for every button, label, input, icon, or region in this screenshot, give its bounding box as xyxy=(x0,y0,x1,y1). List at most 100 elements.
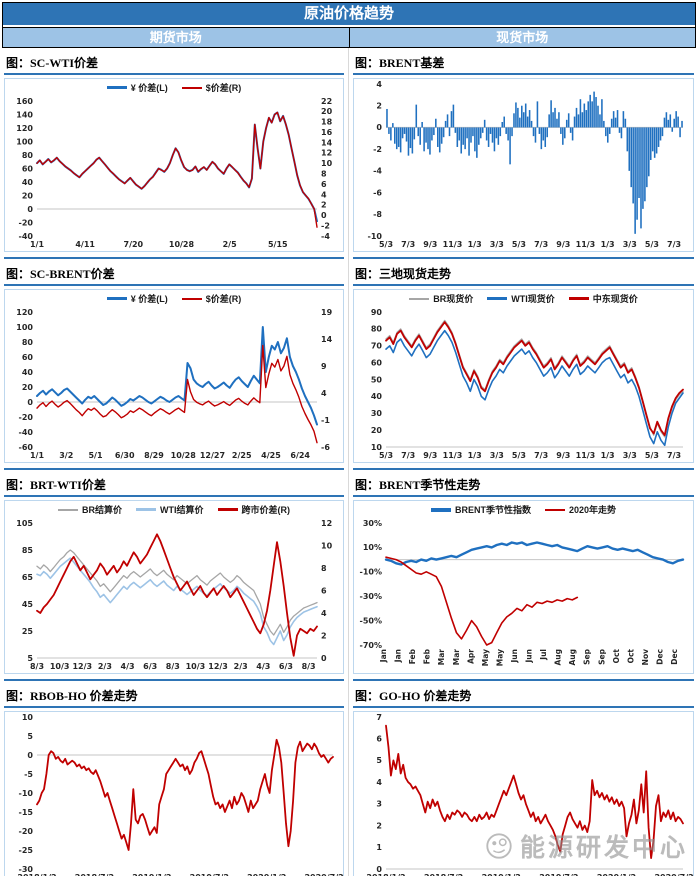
svg-text:20: 20 xyxy=(371,426,383,435)
svg-text:70: 70 xyxy=(371,342,383,351)
svg-text:Oct: Oct xyxy=(612,649,621,664)
svg-text:Aug: Aug xyxy=(554,649,563,666)
svg-text:1/3: 1/3 xyxy=(468,240,482,249)
svg-text:-20: -20 xyxy=(19,413,34,422)
legend-swatch xyxy=(409,297,430,300)
svg-text:10%: 10% xyxy=(363,543,382,552)
svg-text:7/3: 7/3 xyxy=(667,240,681,249)
chart-cell-rbob-ho: 图：RBOB-HO 价差走势 1050-5-10-15-20-25-302018… xyxy=(0,681,349,876)
page-title: 原油价格趋势 xyxy=(3,3,695,27)
svg-text:30%: 30% xyxy=(363,519,382,528)
svg-text:2: 2 xyxy=(321,201,327,210)
chart-title: 图：GO-HO 价差走势 xyxy=(353,686,694,708)
svg-text:2: 2 xyxy=(376,102,382,111)
svg-text:10/3: 10/3 xyxy=(50,662,70,671)
svg-text:May: May xyxy=(481,649,490,666)
svg-text:120: 120 xyxy=(16,124,33,133)
svg-text:3/3: 3/3 xyxy=(490,240,504,249)
chart-title: 图：SC-WTI价差 xyxy=(4,53,344,75)
svg-text:8/3: 8/3 xyxy=(166,662,180,671)
svg-text:2019/1/2: 2019/1/2 xyxy=(482,873,521,876)
svg-text:25: 25 xyxy=(22,627,34,636)
svg-text:2019/1/2: 2019/1/2 xyxy=(132,873,171,876)
chart-title: 图：BRENT基差 xyxy=(353,53,694,75)
legend-swatch xyxy=(181,86,202,89)
svg-text:Apr: Apr xyxy=(466,649,475,664)
svg-text:160: 160 xyxy=(16,97,33,106)
svg-text:6: 6 xyxy=(321,180,327,189)
svg-text:Aug: Aug xyxy=(568,649,577,666)
chart-cell-brt-wti: 图：BRT-WTI价差 BR结算价 WTI结算价 跨市价差(R) 105 85 65 45… xyxy=(0,470,349,681)
svg-text:Sep: Sep xyxy=(597,648,606,664)
svg-text:100: 100 xyxy=(16,137,33,146)
svg-text:10/28: 10/28 xyxy=(169,240,195,249)
svg-text:10: 10 xyxy=(371,443,383,452)
svg-text:Jul: Jul xyxy=(539,649,548,661)
svg-text:9/3: 9/3 xyxy=(423,240,437,249)
svg-text:-4: -4 xyxy=(373,167,382,176)
legend-swatch xyxy=(106,86,127,89)
svg-text:-30%: -30% xyxy=(360,592,382,601)
svg-text:5/3: 5/3 xyxy=(379,240,393,249)
svg-text:12/3: 12/3 xyxy=(72,662,92,671)
svg-text:40: 40 xyxy=(371,392,383,401)
svg-text:120: 120 xyxy=(16,308,33,317)
svg-text:60: 60 xyxy=(22,164,34,173)
svg-text:-2: -2 xyxy=(373,145,382,154)
legend-item: WTI现货价 xyxy=(487,292,555,305)
svg-text:2020/1/2: 2020/1/2 xyxy=(247,873,286,876)
legend-item: 中东现货价 xyxy=(568,292,638,305)
svg-text:-8: -8 xyxy=(373,210,382,219)
svg-text:100: 100 xyxy=(16,323,33,332)
svg-text:0: 0 xyxy=(376,865,382,874)
chart-row-4: 图：RBOB-HO 价差走势 1050-5-10-15-20-25-302018… xyxy=(0,681,698,876)
svg-text:-10: -10 xyxy=(19,789,34,798)
svg-text:Dec: Dec xyxy=(670,649,679,665)
svg-text:22: 22 xyxy=(321,97,332,106)
svg-text:-10: -10 xyxy=(368,232,383,241)
svg-text:5/3: 5/3 xyxy=(379,451,393,460)
svg-text:10/28: 10/28 xyxy=(171,451,197,460)
svg-text:7/3: 7/3 xyxy=(401,451,415,460)
svg-text:-5: -5 xyxy=(24,770,33,779)
svg-text:80: 80 xyxy=(22,151,34,160)
svg-text:7/20: 7/20 xyxy=(124,240,144,249)
chart-legend: ¥ 价差(L) $价差(R) xyxy=(5,290,343,307)
svg-text:6/30: 6/30 xyxy=(115,451,135,460)
svg-text:45: 45 xyxy=(22,600,34,609)
svg-text:5/3: 5/3 xyxy=(512,240,526,249)
svg-text:5/15: 5/15 xyxy=(268,240,288,249)
svg-text:-20: -20 xyxy=(19,827,34,836)
svg-text:1/3: 1/3 xyxy=(601,240,615,249)
svg-text:1/1: 1/1 xyxy=(30,451,44,460)
svg-text:2020/7/2: 2020/7/2 xyxy=(304,873,343,876)
svg-text:Jun: Jun xyxy=(510,649,519,663)
report-header: 原油价格趋势 期货市场 现货市场 xyxy=(2,2,696,48)
chart-legend: BR结算价 WTI结算价 跨市价差(R) xyxy=(5,501,343,518)
svg-text:Oct: Oct xyxy=(626,649,635,664)
svg-text:5/3: 5/3 xyxy=(645,240,659,249)
svg-text:8/29: 8/29 xyxy=(144,451,164,460)
column-header-spot: 现货市场 xyxy=(496,30,549,45)
svg-text:10: 10 xyxy=(321,159,333,168)
svg-text:Mar: Mar xyxy=(452,649,461,666)
legend-item: BRENT季节性指数 xyxy=(430,503,531,516)
chart-legend: BRENT季节性指数 2020年走势 xyxy=(354,501,693,518)
svg-text:80: 80 xyxy=(371,325,383,334)
svg-text:4: 4 xyxy=(376,80,382,89)
svg-text:-15: -15 xyxy=(19,808,34,817)
svg-text:1: 1 xyxy=(376,843,382,852)
svg-text:85: 85 xyxy=(22,546,34,555)
chart-row-1: 图：SC-WTI价差 ¥ 价差(L) $价差(R) 160 140 120 100 80 6… xyxy=(0,48,698,259)
svg-text:Jan: Jan xyxy=(394,649,403,663)
svg-text:-2: -2 xyxy=(321,221,330,230)
svg-text:30: 30 xyxy=(371,409,383,418)
svg-text:-50%: -50% xyxy=(360,616,382,625)
svg-text:4: 4 xyxy=(321,190,327,199)
svg-text:9: 9 xyxy=(321,362,327,371)
svg-text:5: 5 xyxy=(27,654,33,663)
svg-text:7/3: 7/3 xyxy=(667,451,681,460)
